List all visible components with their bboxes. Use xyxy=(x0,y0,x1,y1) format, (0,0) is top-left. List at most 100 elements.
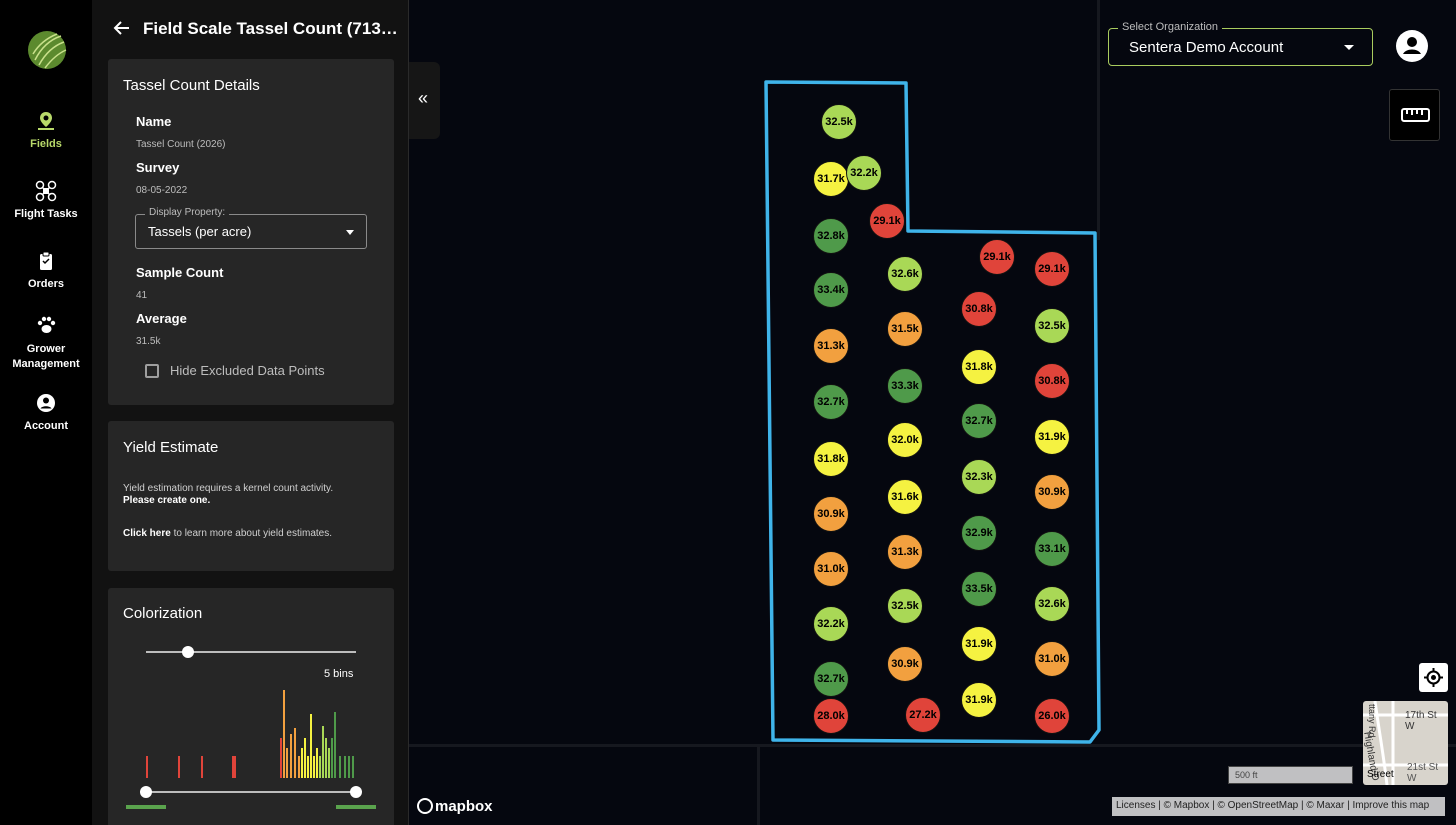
sample-marker[interactable]: 29.1k xyxy=(869,203,905,239)
card-title: Tassel Count Details xyxy=(123,77,260,94)
histogram-bar xyxy=(298,756,300,778)
sample-marker[interactable]: 32.3k xyxy=(961,459,997,495)
range-min-handle[interactable] xyxy=(140,786,152,798)
histogram-bar xyxy=(283,690,285,778)
sample-marker[interactable]: 32.2k xyxy=(813,606,849,642)
sample-marker[interactable]: 30.9k xyxy=(887,646,923,682)
average-value: 31.5k xyxy=(136,336,161,347)
map-attribution[interactable]: Licenses | © Mapbox | © OpenStreetMap | … xyxy=(1112,797,1445,816)
sample-marker[interactable]: 33.5k xyxy=(961,571,997,607)
nav-label-account: Account xyxy=(24,420,68,432)
histogram-bar xyxy=(146,756,148,778)
nav-item-grower-management[interactable]: Grower Management xyxy=(0,314,92,372)
sample-count-label: Sample Count xyxy=(136,265,224,280)
sample-marker[interactable]: 31.5k xyxy=(887,311,923,347)
bins-label: 5 bins xyxy=(324,668,354,680)
sample-marker[interactable]: 32.6k xyxy=(1034,586,1070,622)
bins-slider-handle[interactable] xyxy=(182,646,194,658)
sample-marker[interactable]: 27.2k xyxy=(905,697,941,733)
minimap-label: Street xyxy=(1367,769,1394,780)
sample-marker[interactable]: 32.8k xyxy=(813,218,849,254)
sample-marker[interactable]: 32.7k xyxy=(813,661,849,697)
click-here-link[interactable]: Click here xyxy=(123,528,171,539)
back-arrow-icon[interactable] xyxy=(112,18,132,38)
yield-learn-more-text: to learn more about yield estimates. xyxy=(170,528,333,539)
sample-marker[interactable]: 32.0k xyxy=(887,422,923,458)
caret-down-icon xyxy=(1344,45,1354,50)
locate-button[interactable] xyxy=(1419,663,1448,692)
sample-marker[interactable]: 32.7k xyxy=(813,384,849,420)
sample-marker[interactable]: 32.7k xyxy=(961,403,997,439)
chevron-double-left-icon: « xyxy=(418,88,429,108)
sample-marker[interactable]: 30.8k xyxy=(961,291,997,327)
map-pin-icon xyxy=(38,112,54,130)
sample-marker[interactable]: 33.4k xyxy=(813,272,849,308)
nav-item-orders[interactable]: Orders xyxy=(0,250,92,290)
measure-tool-button[interactable] xyxy=(1389,89,1440,141)
minimap-street-1: 17th St W xyxy=(1405,710,1437,732)
sample-marker[interactable]: 32.5k xyxy=(1034,308,1070,344)
sample-marker[interactable]: 31.3k xyxy=(813,328,849,364)
sample-marker[interactable]: 30.8k xyxy=(1034,363,1070,399)
organization-select-value: Sentera Demo Account xyxy=(1129,39,1284,56)
range-slider-track[interactable] xyxy=(146,791,356,793)
user-avatar-icon[interactable] xyxy=(1395,29,1429,63)
sentera-logo-icon[interactable] xyxy=(27,30,67,70)
range-max-handle[interactable] xyxy=(350,786,362,798)
survey-value: 08-05-2022 xyxy=(136,185,188,196)
histogram-bar xyxy=(286,748,288,778)
sample-marker[interactable]: 31.3k xyxy=(887,534,923,570)
sample-marker[interactable]: 30.9k xyxy=(1034,474,1070,510)
minimap-street-3: 21st St W xyxy=(1407,762,1439,784)
sample-marker[interactable]: 31.9k xyxy=(961,682,997,718)
hide-excluded-label: Hide Excluded Data Points xyxy=(170,363,325,378)
sample-marker[interactable]: 32.5k xyxy=(887,588,923,624)
histogram-bar xyxy=(322,726,324,778)
sample-marker[interactable]: 31.0k xyxy=(1034,641,1070,677)
map-canvas[interactable]: 32.5k 31.7k 32.2k 29.1k 32.8k 33.4k 31.3k 32.7k… xyxy=(409,0,1456,825)
clipboard-icon xyxy=(40,251,52,270)
display-property-label: Display Property: xyxy=(145,207,230,218)
histogram-bar xyxy=(232,756,234,778)
sample-marker[interactable]: 31.8k xyxy=(961,349,997,385)
nav-label-grower-management: Grower Management xyxy=(12,343,80,370)
histogram-bar xyxy=(304,738,306,778)
histogram-bar xyxy=(348,756,350,778)
sample-marker[interactable]: 31.8k xyxy=(813,441,849,477)
minimap-roads xyxy=(1363,701,1448,785)
sample-marker[interactable]: 28.0k xyxy=(813,698,849,734)
sample-marker[interactable]: 31.9k xyxy=(961,626,997,662)
sample-marker[interactable]: 32.6k xyxy=(887,256,923,292)
sample-marker[interactable]: 32.2k xyxy=(846,155,882,191)
collapse-panel-button[interactable]: « xyxy=(409,62,440,139)
bins-slider-track[interactable] xyxy=(146,651,356,653)
nav-item-flight-tasks[interactable]: Flight Tasks xyxy=(0,180,92,220)
sample-marker[interactable]: 26.0k xyxy=(1034,698,1070,734)
yield-estimate-card: Yield Estimate Yield estimation requires… xyxy=(108,421,394,571)
range-max-swatch xyxy=(336,805,376,809)
nav-item-fields[interactable]: Fields xyxy=(0,110,92,150)
sample-marker[interactable]: 31.9k xyxy=(1034,419,1070,455)
sample-marker[interactable]: 33.1k xyxy=(1034,531,1070,567)
mapbox-logo[interactable]: mapbox xyxy=(417,798,493,818)
sample-marker[interactable]: 31.6k xyxy=(887,479,923,515)
sample-marker[interactable]: 32.5k xyxy=(821,104,857,140)
scale-label: 500 ft xyxy=(1235,770,1258,780)
organization-select[interactable]: Select Organization Sentera Demo Account xyxy=(1108,21,1373,66)
yield-message-line1: Yield estimation requires a kernel count… xyxy=(123,483,334,494)
panel-header: Field Scale Tassel Count (71302-... xyxy=(92,0,408,58)
field-outline xyxy=(764,80,1101,744)
histogram-bar xyxy=(290,734,292,778)
sample-marker[interactable]: 30.9k xyxy=(813,496,849,532)
sample-marker[interactable]: 31.0k xyxy=(813,551,849,587)
basemap-toggle[interactable]: 17th St W Highland D 21st St W ttany Rd … xyxy=(1363,701,1448,785)
paw-icon xyxy=(37,316,56,333)
hide-excluded-checkbox[interactable] xyxy=(145,364,159,378)
sample-marker[interactable]: 32.9k xyxy=(961,515,997,551)
sample-marker[interactable]: 29.1k xyxy=(979,239,1015,275)
sample-marker[interactable]: 29.1k xyxy=(1034,251,1070,287)
sample-marker[interactable]: 31.7k xyxy=(813,161,849,197)
display-property-select[interactable]: Display Property: Tassels (per acre) xyxy=(135,207,367,249)
nav-item-account[interactable]: Account xyxy=(0,392,92,432)
sample-marker[interactable]: 33.3k xyxy=(887,368,923,404)
